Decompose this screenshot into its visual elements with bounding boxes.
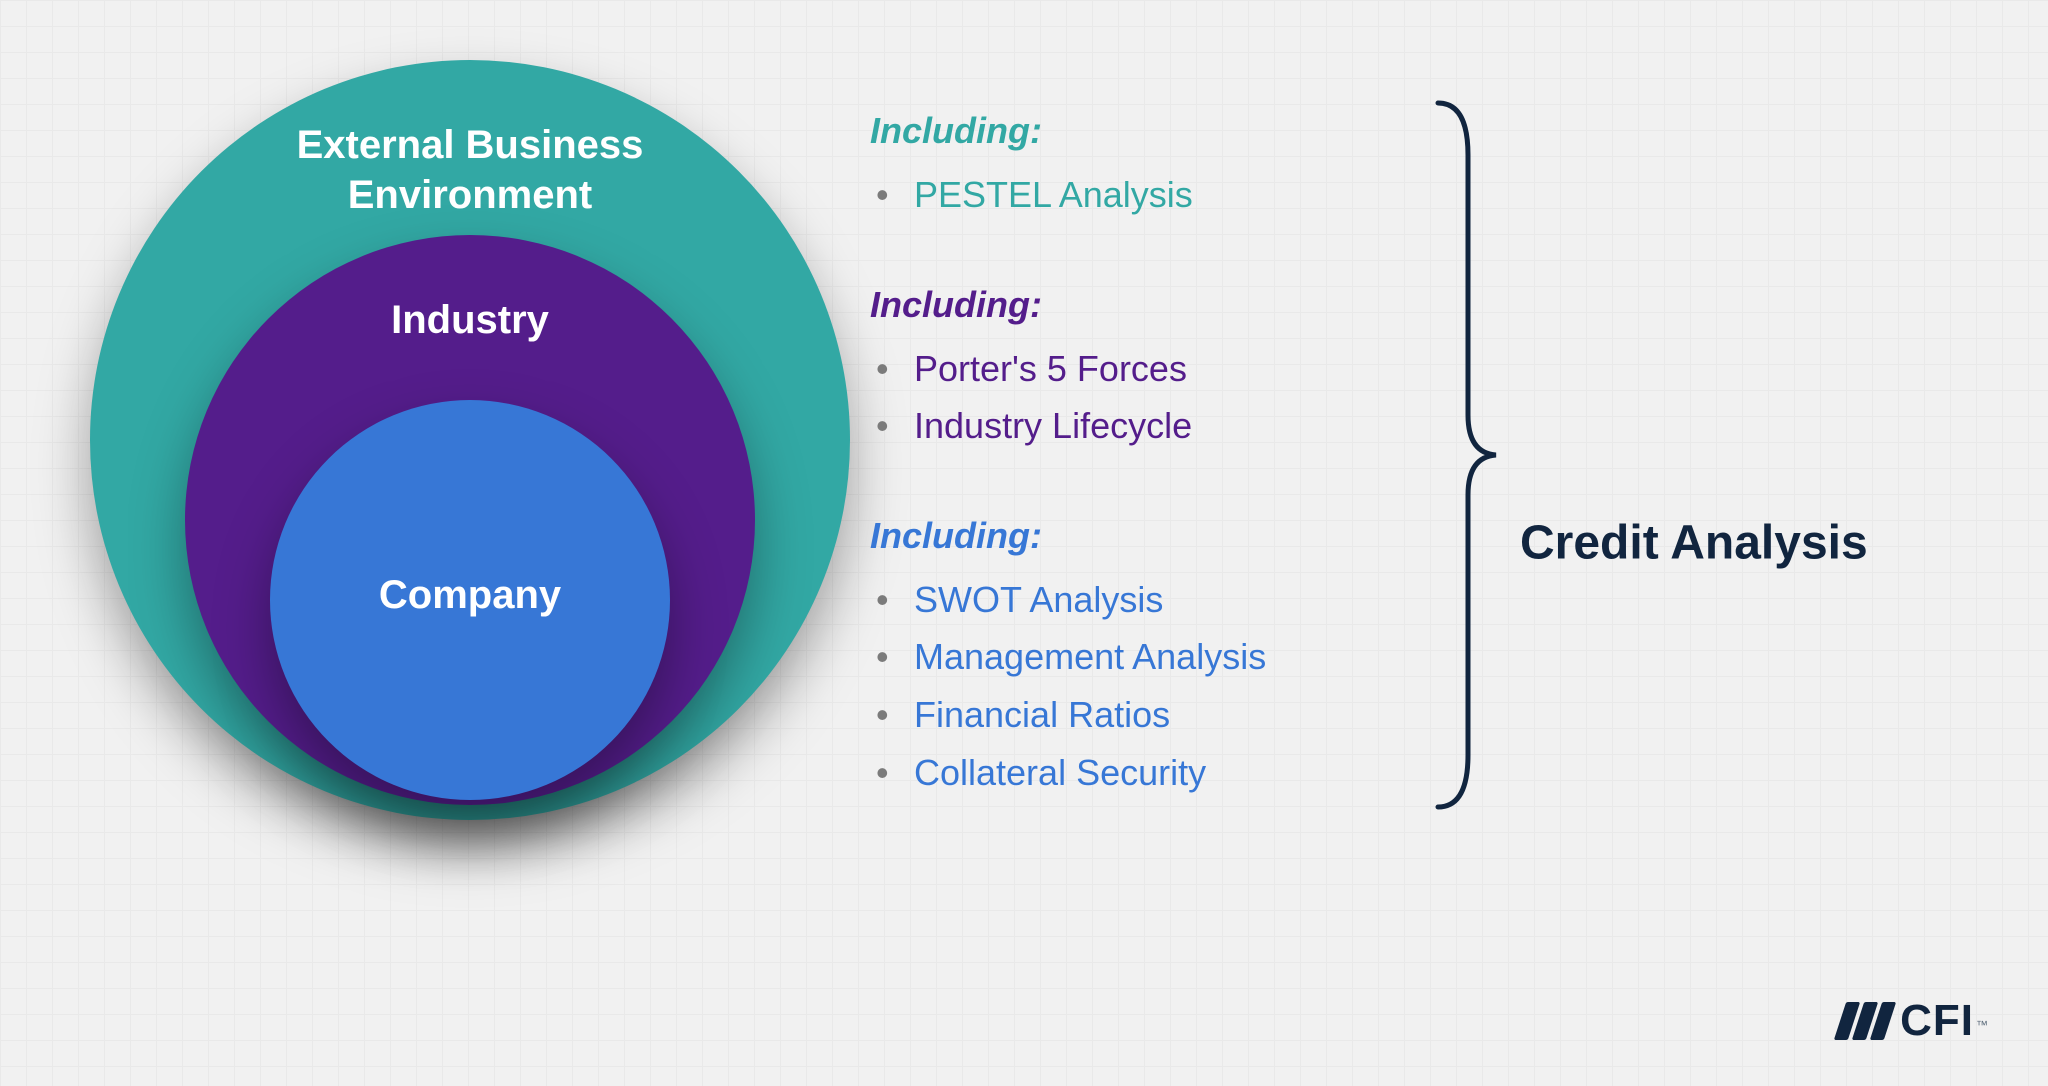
list-heading: Including: — [870, 515, 1390, 557]
diagram-stage: External BusinessEnvironment Industry Comp… — [0, 0, 2048, 1086]
list-group-2: Including: SWOT AnalysisManagement Analys… — [870, 515, 1390, 801]
list-item: Industry Lifecycle — [876, 397, 1390, 455]
logo-bars-icon — [1840, 1002, 1890, 1040]
list-item: SWOT Analysis — [876, 571, 1390, 629]
list-items: SWOT AnalysisManagement AnalysisFinancia… — [870, 571, 1390, 801]
circle-outer-label: External BusinessEnvironment — [128, 120, 812, 220]
logo-text: CFI — [1900, 996, 1974, 1045]
circle-inner-label: Company — [290, 570, 650, 620]
list-heading: Including: — [870, 110, 1390, 152]
analysis-lists: Including: PESTEL Analysis Including: Porte… — [870, 110, 1390, 861]
list-item: Management Analysis — [876, 628, 1390, 686]
list-items: PESTEL Analysis — [870, 166, 1390, 224]
list-items: Porter's 5 ForcesIndustry Lifecycle — [870, 340, 1390, 455]
list-heading: Including: — [870, 284, 1390, 326]
list-item: Financial Ratios — [876, 686, 1390, 744]
list-item: Porter's 5 Forces — [876, 340, 1390, 398]
list-group-1: Including: Porter's 5 ForcesIndustry Life… — [870, 284, 1390, 455]
list-group-0: Including: PESTEL Analysis — [870, 110, 1390, 224]
circle-inner: Company — [270, 400, 670, 800]
list-item: Collateral Security — [876, 744, 1390, 802]
list-item: PESTEL Analysis — [876, 166, 1390, 224]
nested-circles: External BusinessEnvironment Industry Comp… — [90, 60, 850, 820]
cfi-logo: CFI™ — [1840, 996, 1988, 1046]
brace-path — [1438, 103, 1496, 807]
result-label: Credit Analysis — [1520, 516, 1868, 571]
circle-mid-label: Industry — [214, 295, 727, 345]
logo-tm: ™ — [1976, 1018, 1988, 1032]
curly-brace — [1430, 95, 1500, 815]
